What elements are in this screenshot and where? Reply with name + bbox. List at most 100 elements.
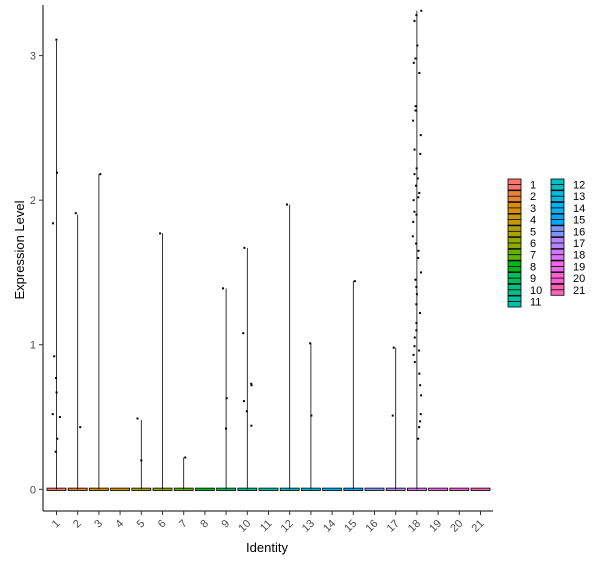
data-point xyxy=(222,287,225,290)
legend-label: 10 xyxy=(530,285,542,297)
violin-15 xyxy=(343,281,364,491)
violin-3 xyxy=(89,174,109,491)
data-point xyxy=(412,199,415,202)
data-point xyxy=(419,271,422,274)
legend-label: 2 xyxy=(530,191,536,203)
data-point xyxy=(415,242,418,245)
y-tick-label: 2 xyxy=(30,195,36,207)
violin-base xyxy=(194,487,215,491)
data-point xyxy=(417,249,420,252)
data-point xyxy=(99,173,102,176)
legend-item-10: 10 xyxy=(507,283,542,297)
data-point xyxy=(411,235,414,238)
data-point xyxy=(413,19,416,22)
y-tick-label: 1 xyxy=(30,340,36,352)
legend-item-19: 19 xyxy=(550,260,585,273)
data-point xyxy=(55,391,58,394)
legend-item-17: 17 xyxy=(550,237,585,250)
data-point xyxy=(353,280,356,283)
legend-item-2: 2 xyxy=(507,190,536,203)
legend-label: 1 xyxy=(530,180,536,192)
legend-item-5: 5 xyxy=(507,225,536,238)
data-point xyxy=(52,222,55,225)
violin-19 xyxy=(428,487,449,491)
violin-base xyxy=(449,487,470,491)
x-tick-label: 6 xyxy=(156,518,169,531)
data-point xyxy=(415,14,418,17)
data-point xyxy=(250,424,253,427)
data-point xyxy=(418,191,421,194)
data-point xyxy=(413,336,416,339)
data-point xyxy=(414,105,417,108)
data-point xyxy=(51,413,54,416)
data-point xyxy=(250,382,253,385)
legend-item-18: 18 xyxy=(550,248,585,262)
x-axis-title: Identity xyxy=(246,540,288,555)
data-point xyxy=(415,322,418,325)
data-point xyxy=(415,293,418,296)
x-tick-label: 16 xyxy=(363,518,380,535)
data-point xyxy=(418,426,421,429)
data-point xyxy=(392,346,395,349)
data-point xyxy=(417,437,420,440)
x-tick-label: 21 xyxy=(469,518,486,535)
data-point xyxy=(74,212,77,215)
legend-label: 9 xyxy=(530,273,536,285)
violin-14 xyxy=(322,487,343,491)
data-point xyxy=(415,213,418,216)
x-tick-label: 17 xyxy=(385,518,402,535)
legend-label: 13 xyxy=(573,191,585,203)
violin-7 xyxy=(173,457,194,491)
legend-item-21: 21 xyxy=(550,283,585,297)
x-tick-label: 2 xyxy=(71,518,84,531)
data-point xyxy=(414,109,417,112)
violin-base xyxy=(322,487,343,491)
data-point xyxy=(418,71,421,74)
violin-20 xyxy=(449,487,470,491)
legend-label: 16 xyxy=(573,226,585,238)
violin-9 xyxy=(216,288,237,491)
violin-17 xyxy=(385,347,406,491)
x-tick-label: 4 xyxy=(113,518,126,531)
data-point xyxy=(412,220,415,223)
x-tick-label: 20 xyxy=(448,518,465,535)
data-point xyxy=(418,349,421,352)
data-point xyxy=(58,416,61,419)
x-tick-label: 19 xyxy=(427,518,444,535)
legend-item-14: 14 xyxy=(550,201,585,215)
legend-label: 21 xyxy=(573,285,585,297)
data-point xyxy=(53,355,56,358)
y-tick-label: 0 xyxy=(30,484,36,496)
data-point xyxy=(56,437,59,440)
violin-8 xyxy=(194,487,215,491)
data-point xyxy=(419,152,422,155)
data-point xyxy=(413,210,416,213)
data-point xyxy=(245,410,248,413)
data-point xyxy=(415,285,418,288)
legend-label: 20 xyxy=(573,273,585,285)
x-tick-label: 10 xyxy=(236,518,253,535)
legend-label: 8 xyxy=(530,261,536,273)
violin-10 xyxy=(237,247,258,491)
legend-item-13: 13 xyxy=(550,190,585,203)
data-point xyxy=(417,196,420,199)
violin-base xyxy=(258,487,279,491)
data-point xyxy=(420,394,423,397)
legend-item-20: 20 xyxy=(550,272,585,285)
data-point xyxy=(415,184,418,187)
data-point xyxy=(413,345,416,348)
data-point xyxy=(419,413,422,416)
data-point xyxy=(250,384,253,387)
violin-1 xyxy=(46,41,67,491)
legend-item-6: 6 xyxy=(507,237,536,250)
violin-16 xyxy=(364,487,385,491)
data-point xyxy=(391,414,394,417)
data-point xyxy=(54,376,57,379)
data-point xyxy=(414,278,417,281)
data-point xyxy=(309,342,312,345)
x-tick-label: 12 xyxy=(279,518,296,535)
x-tick-label: 9 xyxy=(219,518,232,531)
x-tick-label: 18 xyxy=(406,518,423,535)
